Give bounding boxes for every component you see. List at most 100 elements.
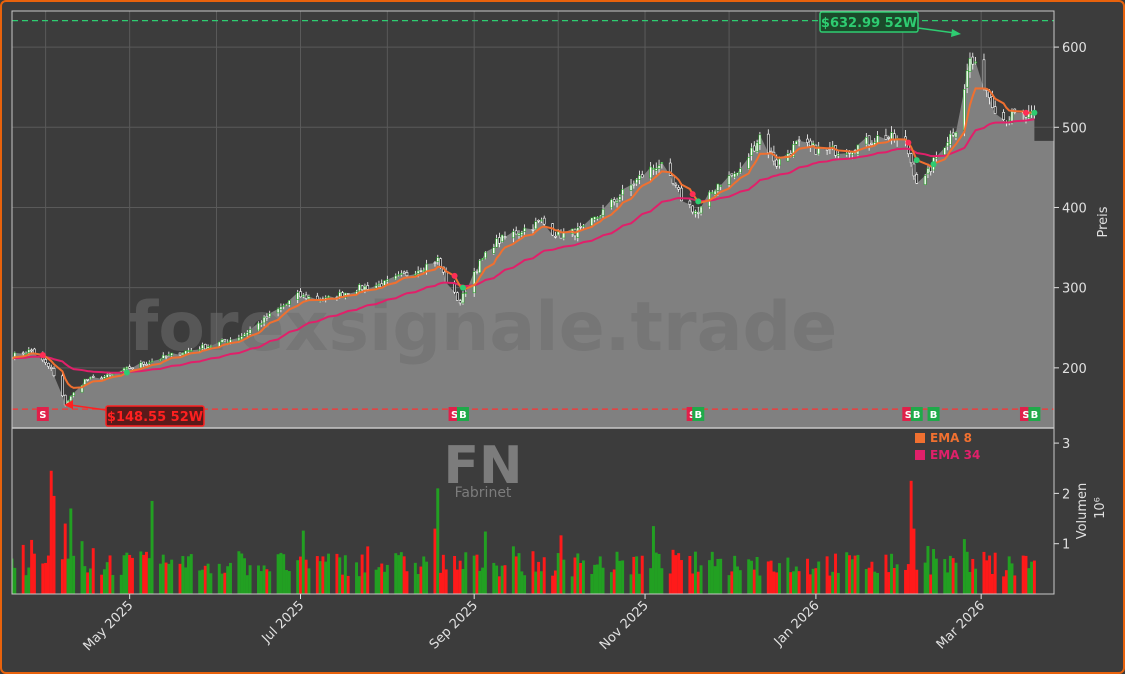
volume-bar [436,488,440,594]
volume-bar [593,564,597,594]
candle-body [282,305,286,307]
volume-bar [719,558,723,594]
candle-body [159,358,162,361]
candle-body [836,153,840,156]
candle-body [346,293,350,295]
volume-bar [710,551,714,594]
volume-bar [170,559,174,594]
candle-body [531,228,535,231]
price-tick-label: 600 [1062,41,1087,56]
x-tick-label: Nov 2025 [597,598,652,653]
ticker-symbol: FN [443,436,522,496]
candle-body [540,219,543,222]
candle-body [929,166,933,172]
candle-body [103,376,106,379]
volume-bar [453,555,457,594]
volume-bar [912,528,916,594]
volume-bar [985,560,989,594]
candle-body [147,362,151,364]
volume-bar [632,556,636,594]
high-annotation-box [819,11,919,33]
volume-bar [834,553,837,594]
candle-body [590,217,594,226]
volume-bar [601,567,605,594]
volume-bar [674,555,678,594]
volume-bar [30,539,34,594]
volume-bar [122,555,126,594]
volume-axis-label: Volumen [1075,483,1090,540]
volume-bar [1002,576,1006,594]
candle-body [845,153,849,155]
candle-body [439,258,442,267]
candle-body [680,187,683,202]
volume-bar [932,549,936,594]
volume-bar [198,570,202,594]
volume-bar [654,552,658,594]
candle-body [750,147,753,156]
volume-bar [108,555,112,594]
volume-bar [500,565,504,594]
signal-label: S [1022,410,1029,421]
volume-bar [904,569,908,594]
candle-body [621,189,624,196]
signal-label: S [39,410,46,421]
candle-body [699,206,703,214]
volume-bar [772,571,776,594]
candle-body [495,238,498,248]
volume-bar [483,531,487,594]
candle-body [276,308,280,314]
volume-bar [301,530,305,594]
candle-body [867,135,871,146]
volume-bar [130,557,134,594]
volume-bar [44,562,48,594]
volume-bar [517,553,521,594]
volume-bar [1027,568,1031,594]
volume-bar [850,559,854,594]
candle-body [203,343,207,350]
candle-body [618,196,622,200]
candle-body [24,353,28,355]
volume-bar [870,561,874,594]
volume-bar [707,560,711,594]
volume-bar [649,568,653,594]
volume-bar [307,568,311,594]
volume-bar [864,568,868,594]
volume-bar [220,573,224,594]
candle-body [433,262,437,264]
volume-bar [223,572,227,594]
candle-body [245,332,249,336]
volume-bar [876,572,880,594]
candle-body [615,200,619,203]
volume-bar [181,556,185,594]
volume-bar [730,571,734,594]
candle-body [397,274,400,277]
candle-body [327,295,330,298]
volume-bar [808,574,812,594]
watermark: forexsignale.trade [129,288,838,367]
volume-bar [455,569,459,594]
volume-bar [240,553,244,594]
volume-bar [346,575,350,594]
volume-bar [769,560,773,594]
volume-bar [974,568,978,594]
volume-bar [374,569,378,594]
volume-bar [511,546,515,594]
candle-body [422,269,426,272]
candle-body [640,174,644,178]
volume-bar [184,567,188,594]
volume-bar [495,565,499,594]
volume-bar [615,551,619,594]
candle-body [374,285,378,289]
volume-bar [668,573,672,594]
signal-buy-10: B [1028,109,1041,421]
candle-body [649,166,652,179]
candle-body [579,226,582,228]
candle-body [201,344,204,349]
candle-body [240,336,244,340]
volume-bar [481,567,485,594]
candle-body [514,230,518,235]
volume-bar [926,546,930,594]
candle-body [108,373,112,376]
volume-bar [439,572,443,594]
signal-label: B [694,410,702,421]
